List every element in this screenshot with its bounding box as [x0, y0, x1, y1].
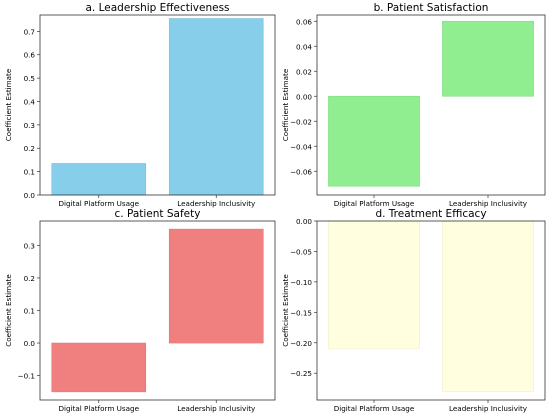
axes-frame-leadership-effectiveness: [39, 14, 276, 196]
x-tick-label-digital-platform-usage: Digital Platform Usage: [334, 404, 415, 413]
panel-title-treatment-efficacy: d. Treatment Efficacy: [375, 208, 486, 220]
y-tick-label: 0.1: [24, 307, 35, 316]
x-tick-label-digital-platform-usage: Digital Platform Usage: [334, 199, 415, 208]
y-tick-label: 0.00: [296, 217, 312, 226]
x-tick-label-digital-platform-usage: Digital Platform Usage: [58, 404, 139, 413]
y-tick-label: 0.2: [24, 144, 35, 153]
bar-leadership-effectiveness-digital-platform-usage: [51, 163, 147, 196]
y-tick-label: −0.1: [18, 372, 35, 381]
y-tick-label: 0.7: [24, 27, 35, 36]
y-axis-label: Coefficient Estimate: [281, 274, 290, 347]
y-axis-label: Coefficient Estimate: [281, 68, 290, 141]
axes-frame-treatment-efficacy: [316, 220, 546, 401]
x-tick-label-leadership-inclusivity: Leadership Inclusivity: [177, 199, 256, 208]
y-tick-label: −0.02: [290, 117, 312, 126]
panel-patient-satisfaction: b. Patient Satisfaction −0.06 −0.04 −0.02 0.…: [281, 2, 546, 208]
y-tick-label: 0.3: [24, 241, 35, 250]
y-tick-label: 0.5: [24, 74, 35, 83]
y-tick-label: 0.06: [296, 17, 312, 26]
panel-leadership-effectiveness: a. Leadership Effectiveness 0.0 0.1 0.2 0.3 0…: [4, 2, 276, 208]
y-tick-label: 0.02: [296, 67, 312, 76]
panel-title-patient-safety: c. Patient Safety: [115, 208, 201, 220]
bar-patient-satisfaction-leadership-inclusivity: [442, 20, 534, 97]
x-tick-label-leadership-inclusivity: Leadership Inclusivity: [177, 404, 256, 413]
bar-patient-safety-leadership-inclusivity: [168, 228, 264, 344]
bar-treatment-efficacy-digital-platform-usage: [328, 220, 420, 350]
y-tick-label: 0.0: [24, 191, 36, 200]
y-tick-label: −0.05: [290, 247, 312, 256]
y-tick-label: 0.0: [24, 339, 36, 348]
axes-frame-patient-satisfaction: [316, 14, 546, 196]
y-tick-label: −0.20: [290, 339, 312, 348]
y-tick-label: 0.04: [296, 42, 312, 51]
y-tick-label: −0.06: [290, 167, 312, 176]
panel-title-leadership-effectiveness: a. Leadership Effectiveness: [85, 2, 229, 14]
y-tick-label: 0.1: [24, 168, 35, 177]
panel-treatment-efficacy: d. Treatment Efficacy −0.25 −0.20 −0.15 −0.1…: [281, 208, 546, 413]
y-tick-label: 0.00: [296, 92, 312, 101]
y-tick-label: −0.25: [290, 369, 312, 378]
y-tick-label: −0.10: [290, 278, 312, 287]
y-tick-label: 0.4: [24, 97, 36, 106]
panel-title-patient-satisfaction: b. Patient Satisfaction: [374, 2, 489, 14]
panel-patient-safety: c. Patient Safety −0.1 0.0 0.1 0.2 0.3 Digital…: [4, 208, 276, 413]
x-tick-label-leadership-inclusivity: Leadership Inclusivity: [449, 404, 528, 413]
y-axis-label: Coefficient Estimate: [4, 68, 13, 141]
y-axis-label: Coefficient Estimate: [4, 274, 13, 347]
y-tick-label: 0.2: [24, 274, 35, 283]
bar-treatment-efficacy-leadership-inclusivity: [442, 220, 534, 392]
bar-leadership-effectiveness-leadership-inclusivity: [168, 18, 264, 196]
y-tick-label: 0.3: [24, 121, 35, 130]
x-tick-label-digital-platform-usage: Digital Platform Usage: [58, 199, 139, 208]
x-tick-label-leadership-inclusivity: Leadership Inclusivity: [449, 199, 528, 208]
bar-patient-safety-digital-platform-usage: [51, 342, 147, 393]
bar-patient-satisfaction-digital-platform-usage: [328, 95, 420, 187]
y-tick-label: −0.15: [290, 308, 312, 317]
y-tick-label: 0.6: [24, 51, 36, 60]
y-tick-label: −0.04: [290, 142, 312, 151]
